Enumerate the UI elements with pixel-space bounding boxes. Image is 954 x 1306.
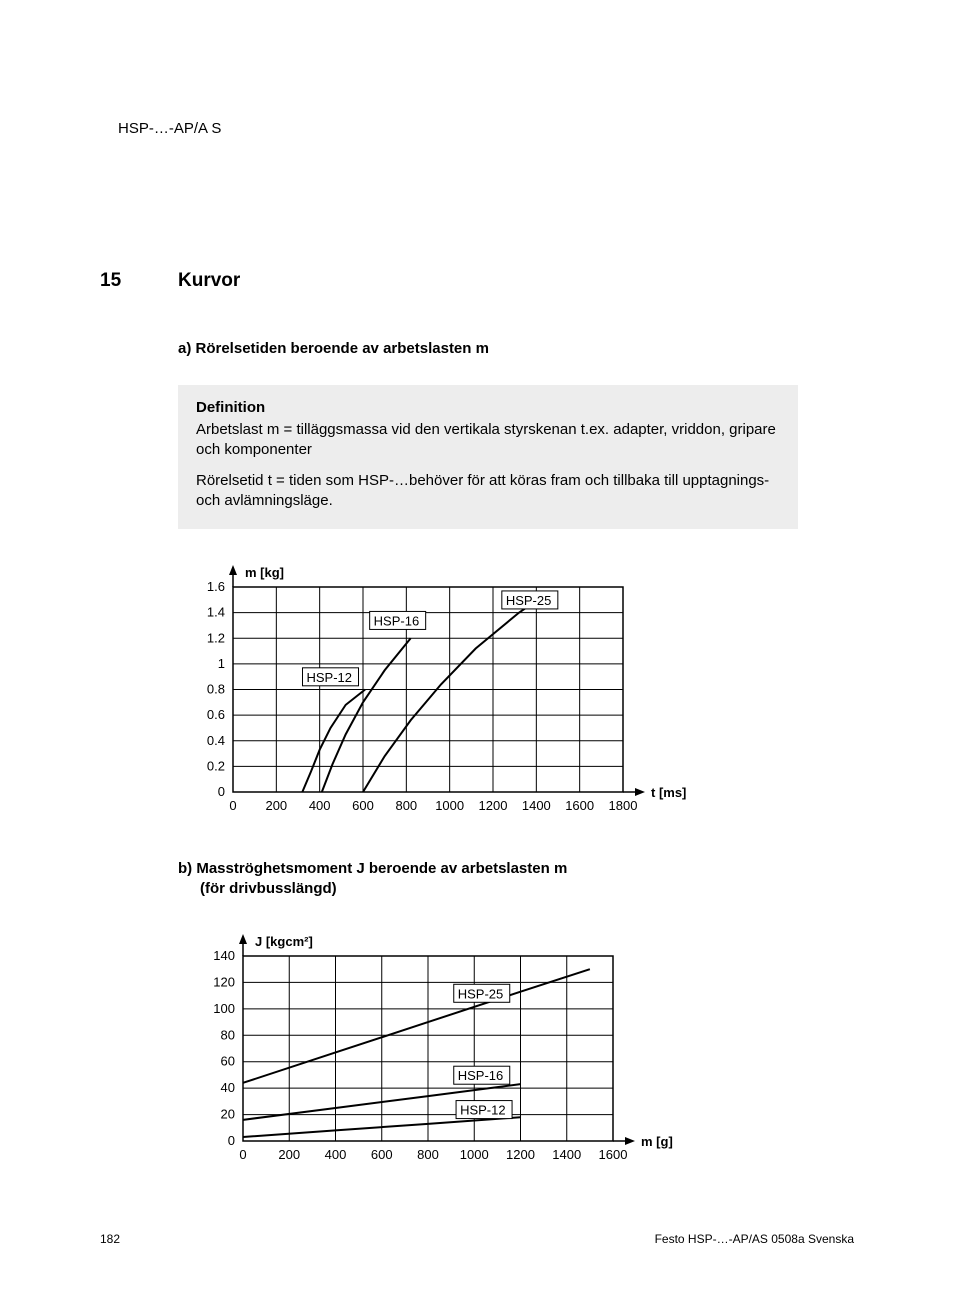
document-page: HSP-…-AP/A S 15 Kurvor a) Rörelsetiden b… <box>0 0 954 1306</box>
section-heading: 15 Kurvor <box>100 270 854 292</box>
chart-a: 0 0.2 0.4 0.6 0.8 1 1.2 1.4 1.6 0 200 400 600 800 1000… <box>178 557 854 841</box>
page-footer: 182 Festo HSP-…-AP/AS 0508a Svenska <box>100 1232 854 1246</box>
svg-text:60: 60 <box>221 1054 235 1069</box>
svg-text:1.2: 1.2 <box>207 630 225 645</box>
svg-text:0.2: 0.2 <box>207 758 225 773</box>
svg-text:1: 1 <box>218 656 225 671</box>
svg-text:1800: 1800 <box>609 798 638 813</box>
svg-text:800: 800 <box>395 798 417 813</box>
svg-text:0: 0 <box>218 784 225 799</box>
svg-text:HSP-12: HSP-12 <box>307 670 353 685</box>
svg-text:1000: 1000 <box>460 1147 489 1162</box>
svg-text:1400: 1400 <box>552 1147 581 1162</box>
section-number: 15 <box>100 270 178 292</box>
svg-text:0: 0 <box>229 798 236 813</box>
svg-text:140: 140 <box>213 948 235 963</box>
sub-b-line2: (för drivbusslängd) <box>200 880 337 897</box>
subsection-b-title: b) Masströghetsmoment J beroende av arbe… <box>178 859 854 898</box>
svg-text:HSP-25: HSP-25 <box>458 986 504 1001</box>
svg-text:1.4: 1.4 <box>207 605 225 620</box>
sub-b-line1: b) Masströghetsmoment J beroende av arbe… <box>178 860 567 877</box>
svg-text:1400: 1400 <box>522 798 551 813</box>
definition-p2: Rörelsetid t = tiden som HSP-…behöver fö… <box>196 471 780 512</box>
svg-text:m [kg]: m [kg] <box>245 565 284 580</box>
svg-text:100: 100 <box>213 1001 235 1016</box>
svg-text:200: 200 <box>278 1147 300 1162</box>
svg-text:HSP-16: HSP-16 <box>458 1068 504 1083</box>
svg-text:HSP-25: HSP-25 <box>506 593 552 608</box>
svg-text:m [g]: m [g] <box>641 1134 673 1149</box>
svg-text:0: 0 <box>239 1147 246 1162</box>
svg-text:t [ms]: t [ms] <box>651 785 686 800</box>
chart-a-svg: 0 0.2 0.4 0.6 0.8 1 1.2 1.4 1.6 0 200 400 600 800 1000… <box>178 557 738 837</box>
chart-b-svg: 0204060801001201400200400600800100012001… <box>178 926 718 1186</box>
svg-text:1600: 1600 <box>599 1147 628 1162</box>
svg-text:20: 20 <box>221 1107 235 1122</box>
svg-text:80: 80 <box>221 1027 235 1042</box>
svg-text:HSP-12: HSP-12 <box>460 1103 506 1118</box>
page-number: 182 <box>100 1232 120 1246</box>
svg-text:1200: 1200 <box>479 798 508 813</box>
definition-heading: Definition <box>196 399 780 416</box>
svg-text:200: 200 <box>265 798 287 813</box>
svg-text:600: 600 <box>352 798 374 813</box>
svg-text:J [kgcm²]: J [kgcm²] <box>255 934 313 949</box>
svg-text:40: 40 <box>221 1080 235 1095</box>
subsection-a-title: a) Rörelsetiden beroende av arbetslasten… <box>178 340 854 357</box>
svg-text:0.6: 0.6 <box>207 707 225 722</box>
section-title: Kurvor <box>178 270 240 292</box>
svg-text:1000: 1000 <box>435 798 464 813</box>
definition-box: Definition Arbetslast m = tilläggsmassa … <box>178 385 798 529</box>
svg-text:1200: 1200 <box>506 1147 535 1162</box>
svg-text:0.8: 0.8 <box>207 682 225 697</box>
svg-text:1.6: 1.6 <box>207 579 225 594</box>
svg-text:120: 120 <box>213 974 235 989</box>
definition-p1: Arbetslast m = tilläggsmassa vid den ver… <box>196 420 780 461</box>
svg-text:0: 0 <box>228 1133 235 1148</box>
svg-text:400: 400 <box>325 1147 347 1162</box>
footer-right: Festo HSP-…-AP/AS 0508a Svenska <box>655 1232 854 1246</box>
svg-text:0.4: 0.4 <box>207 733 225 748</box>
svg-text:1600: 1600 <box>565 798 594 813</box>
chart-b: 0204060801001201400200400600800100012001… <box>178 926 854 1190</box>
content: a) Rörelsetiden beroende av arbetslasten… <box>178 340 854 1190</box>
svg-text:400: 400 <box>309 798 331 813</box>
svg-text:800: 800 <box>417 1147 439 1162</box>
doc-header: HSP-…-AP/A S <box>118 120 221 137</box>
svg-text:600: 600 <box>371 1147 393 1162</box>
svg-text:HSP-16: HSP-16 <box>374 613 420 628</box>
